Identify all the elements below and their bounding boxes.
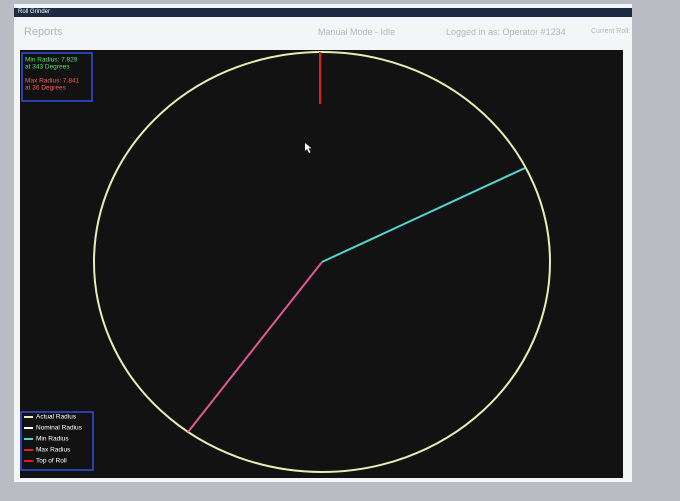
- page: {"window": {"title": "Roll Grinder"}, "n…: [0, 0, 680, 501]
- max-radius-text: Max Radius: 7.841: [25, 78, 80, 85]
- legend: Actual Radius Nominal Radius Min Radius Max…: [24, 414, 83, 465]
- legend-label: Nominal Radius: [36, 425, 83, 432]
- min-radius-text: Min Radius: 7.829: [25, 57, 78, 64]
- legend-label: Actual Radius: [36, 414, 77, 421]
- legend-label: Min Radius: [36, 436, 69, 443]
- roll-display: Min Radius: 7.829 at 343 Degrees Max Rad…: [20, 50, 623, 478]
- title-bar: Roll Grinder: [14, 8, 632, 17]
- legend-label: Top of Roll: [36, 458, 67, 465]
- min-angle-text: at 343 Degrees: [25, 64, 70, 71]
- max-angle-text: at 36 Degrees: [25, 85, 67, 92]
- mouse-cursor: [305, 143, 312, 153]
- reports-tab[interactable]: Reports: [24, 20, 63, 44]
- user-status: Logged in as: Operator #1234: [446, 20, 566, 44]
- max-radius-line: [188, 262, 322, 432]
- roll-status: Current Roll: #0001: [591, 20, 632, 44]
- legend-label: Max Radius: [36, 447, 71, 454]
- mode-status: Manual Mode - Idle: [318, 20, 395, 44]
- min-radius-line: [322, 168, 525, 262]
